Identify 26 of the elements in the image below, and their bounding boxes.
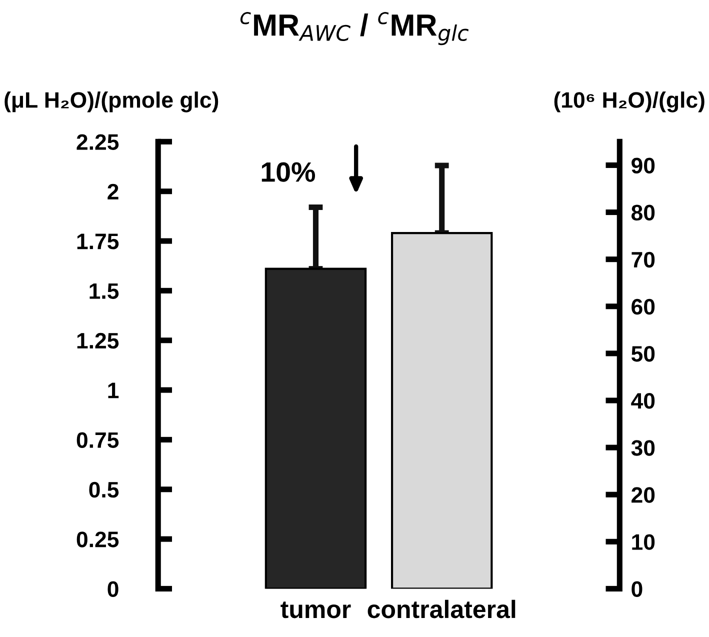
x-tick-label: tumor xyxy=(280,602,351,618)
y-tick-label: 0.25 xyxy=(76,532,119,548)
y-tick-label: 0 xyxy=(108,581,118,597)
y2-tick-label: 60 xyxy=(632,298,655,315)
y2-tick-label: 0 xyxy=(632,581,642,597)
y2-tick-label: 70 xyxy=(632,252,655,268)
y2-tick-label: 40 xyxy=(631,393,655,409)
y-tick-label: 2.25 xyxy=(76,134,119,150)
y-tick-label: 1.75 xyxy=(77,234,119,250)
y-tick-label: 2 xyxy=(108,184,118,200)
y-tick-label: 1 xyxy=(108,382,119,398)
x-tick-label: contralateral xyxy=(368,600,516,618)
y2-tick-label: 30 xyxy=(631,440,655,456)
y2-tick-label: 10 xyxy=(632,534,655,550)
y2-axis-title: (10⁶ H₂O)/(glc) xyxy=(554,92,704,112)
y-tick-label: 1.5 xyxy=(90,283,119,299)
y-axis-title: (μL H₂O)/(pmole glc) xyxy=(4,92,218,112)
chart-title: $^{c}$MR$_{AWC}$ / $^{c}$MR$_{glc}$ xyxy=(240,12,469,46)
y-tick-label: 1.25 xyxy=(77,332,119,349)
y2-tick-label: 20 xyxy=(632,487,655,503)
y2-tick-label: 50 xyxy=(631,346,655,362)
y-tick-label: 0.75 xyxy=(76,432,119,448)
y-tick-label: 0.5 xyxy=(89,482,119,498)
y2-tick-label: 90 xyxy=(632,158,655,174)
annotation: 10% xyxy=(262,162,316,182)
y2-tick-label: 80 xyxy=(631,204,655,221)
